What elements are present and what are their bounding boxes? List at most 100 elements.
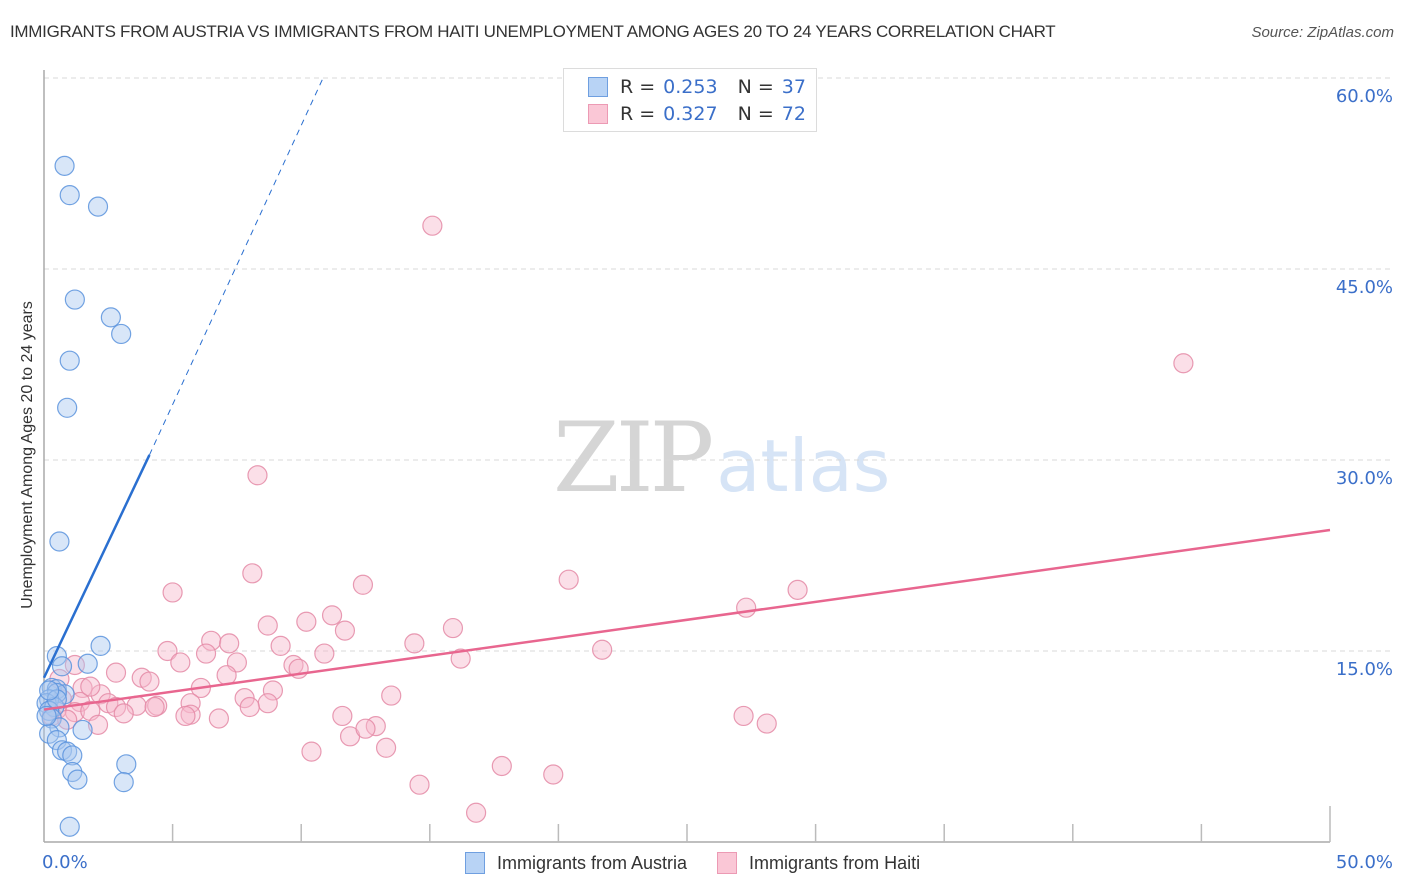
data-point[interactable] (242, 563, 263, 584)
data-point[interactable] (105, 662, 127, 683)
data-point[interactable] (64, 289, 85, 310)
data-point[interactable] (64, 702, 85, 723)
chart-title: IMMIGRANTS FROM AUSTRIA VS IMMIGRANTS FR… (10, 22, 1056, 41)
data-point[interactable] (64, 654, 85, 676)
watermark-zip: ZIP (553, 402, 714, 514)
data-point[interactable] (80, 676, 101, 697)
data-point[interactable] (465, 802, 487, 823)
data-point[interactable] (442, 617, 464, 639)
data-point[interactable] (111, 323, 132, 345)
haiti-trend-line (43, 528, 1331, 711)
data-point[interactable] (321, 605, 343, 626)
data-point[interactable] (59, 185, 80, 206)
data-point[interactable] (334, 620, 356, 641)
data-point[interactable] (247, 465, 268, 486)
data-point[interactable] (422, 215, 443, 236)
data-point[interactable] (90, 635, 111, 657)
data-point[interactable] (116, 754, 137, 775)
haiti-swatch (717, 852, 738, 874)
series-legend: Immigrants from Austria Immigrants from … (465, 852, 950, 874)
legend-r-value: 0.253 (663, 76, 718, 98)
data-point[interactable] (87, 714, 109, 735)
data-point[interactable] (54, 155, 75, 176)
austria-swatch (588, 77, 608, 97)
trend-lines (42, 77, 1331, 711)
data-point[interactable] (262, 680, 284, 701)
legend-item-austria[interactable]: Immigrants from Austria (465, 852, 687, 874)
data-point[interactable] (491, 755, 512, 777)
data-point[interactable] (257, 615, 278, 636)
haiti-swatch (588, 104, 608, 124)
data-point[interactable] (46, 730, 67, 751)
data-point[interactable] (175, 705, 196, 727)
data-point[interactable] (67, 769, 88, 790)
legend-n-value: 72 (781, 103, 806, 125)
data-point[interactable] (57, 397, 78, 418)
data-point[interactable] (787, 579, 808, 600)
data-point[interactable] (332, 705, 353, 727)
data-point[interactable] (239, 696, 260, 718)
data-point[interactable] (257, 693, 278, 714)
data-point[interactable] (144, 696, 165, 718)
data-point[interactable] (208, 708, 229, 729)
data-point[interactable] (355, 718, 376, 739)
data-point[interactable] (352, 574, 374, 595)
data-point[interactable] (72, 719, 93, 741)
data-point[interactable] (592, 639, 613, 660)
data-point[interactable] (301, 741, 322, 762)
legend-item-haiti[interactable]: Immigrants from Haiti (717, 852, 920, 874)
correlation-legend: R = 0.253 N = 37 R = 0.327 N = 72 (563, 68, 817, 132)
data-point[interactable] (375, 737, 397, 758)
data-point[interactable] (139, 671, 160, 692)
data-point[interactable] (296, 611, 317, 632)
data-point[interactable] (57, 709, 78, 730)
haiti-points (41, 215, 1194, 823)
data-point[interactable] (1173, 353, 1194, 374)
legend-r-label: R = (620, 76, 656, 98)
data-point[interactable] (39, 680, 60, 701)
data-point[interactable] (314, 643, 335, 664)
austria-trend-line (42, 454, 151, 679)
data-point[interactable] (733, 705, 754, 727)
legend-label-austria: Immigrants from Austria (497, 852, 688, 873)
legend-r-value: 0.327 (663, 103, 718, 125)
data-point[interactable] (49, 717, 70, 738)
data-point[interactable] (543, 764, 564, 785)
data-point[interactable] (201, 630, 222, 651)
data-point[interactable] (59, 816, 80, 837)
legend-label-haiti: Immigrants from Haiti (749, 852, 921, 873)
data-point[interactable] (409, 774, 430, 795)
y-tick-30: 30.0% (1335, 468, 1393, 489)
data-point[interactable] (162, 582, 183, 603)
y-axis-label: Unemployment Among Ages 20 to 24 years (19, 301, 36, 609)
austria-trend-line-extension (148, 77, 324, 456)
data-point[interactable] (59, 350, 80, 371)
data-point[interactable] (450, 648, 471, 669)
data-point[interactable] (113, 772, 134, 793)
data-point[interactable] (100, 307, 121, 328)
data-point[interactable] (216, 665, 237, 686)
austria-points (36, 155, 137, 837)
data-point[interactable] (756, 713, 777, 734)
data-point[interactable] (180, 693, 201, 714)
data-point[interactable] (170, 652, 191, 673)
data-point[interactable] (113, 703, 134, 724)
data-point[interactable] (736, 597, 757, 618)
data-point[interactable] (36, 705, 57, 727)
legend-row-haiti: R = 0.327 N = 72 (588, 102, 806, 126)
data-point[interactable] (558, 569, 579, 590)
data-point[interactable] (404, 633, 425, 654)
data-point[interactable] (77, 653, 98, 674)
data-point[interactable] (62, 745, 83, 766)
data-point[interactable] (51, 656, 73, 677)
y-tick-60: 60.0% (1335, 86, 1393, 107)
data-point[interactable] (87, 196, 109, 217)
data-point[interactable] (157, 640, 178, 662)
data-point[interactable] (195, 643, 217, 664)
data-point[interactable] (49, 531, 70, 552)
data-point[interactable] (381, 685, 402, 706)
data-point[interactable] (270, 635, 291, 657)
data-point[interactable] (219, 633, 240, 654)
legend-n-value: 37 (781, 76, 806, 98)
